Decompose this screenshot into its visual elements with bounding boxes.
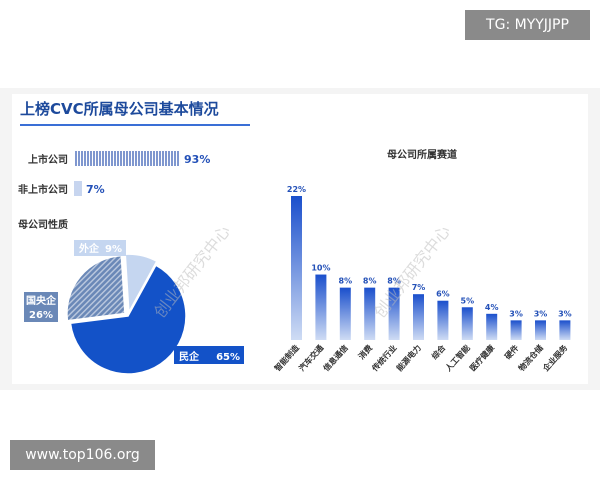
- column-value-label: 8%: [339, 277, 353, 286]
- column-category-label: 智能制造: [272, 343, 301, 373]
- pie-slice-value: 9%: [105, 244, 122, 255]
- column-bar: [291, 196, 302, 340]
- pie-slice-value: 65%: [216, 352, 240, 363]
- column-value-label: 5%: [461, 296, 475, 305]
- bar: [74, 181, 82, 196]
- column-bar: [535, 320, 546, 340]
- pie-title: 母公司性质: [18, 218, 68, 231]
- column-bar: [486, 313, 498, 340]
- column-category-label: 医疗健康: [467, 342, 497, 373]
- chart-panel: 上榜CVC所属母公司基本情况 上市公司 93% 非上市公司 7% 母公司性质民企 65%…: [0, 88, 600, 390]
- column-category-label: 综合: [429, 342, 448, 361]
- column-category-label: 物流仓储: [516, 343, 545, 373]
- watermark-tag: TG: MYYJJPP: [465, 10, 590, 40]
- column-value-label: 22%: [287, 185, 306, 194]
- column-value-label: 10%: [311, 264, 330, 273]
- pie-label-box: [174, 346, 244, 364]
- column-value-label: 3%: [534, 309, 548, 318]
- column-category-label: 信息通信: [321, 343, 350, 373]
- column-value-label: 3%: [558, 309, 572, 318]
- column-chart-title: 母公司所属赛道: [387, 148, 457, 161]
- pie-slice-value: 26%: [29, 310, 53, 321]
- bar-value-label: 7%: [86, 183, 105, 196]
- listed-status-bar-chart: 上市公司 93% 非上市公司 7%: [18, 151, 210, 196]
- column-bar: [510, 320, 522, 340]
- bar-category-label: 非上市公司: [18, 183, 68, 196]
- pie-slice-label: 外企: [78, 242, 100, 255]
- column-value-label: 7%: [412, 283, 426, 292]
- pie-slice: [66, 254, 126, 322]
- column-bar: [559, 320, 571, 340]
- column-bar: [413, 294, 424, 340]
- column-bar: [437, 300, 449, 340]
- column-value-label: 8%: [387, 277, 401, 286]
- pie-label-box: [24, 292, 58, 322]
- column-bar: [315, 274, 327, 340]
- column-bar: [339, 287, 351, 340]
- bar: [74, 151, 181, 166]
- column-bar: [388, 287, 400, 340]
- pie-label-box: [74, 240, 126, 256]
- pie-slice-label: 国央企: [26, 294, 57, 307]
- bar-value-label: 93%: [184, 153, 210, 166]
- column-category-label: 人工智能: [443, 343, 472, 373]
- column-category-label: 能源电力: [394, 343, 423, 373]
- column-category-label: 硬件: [502, 343, 520, 362]
- title-underline: [20, 124, 250, 126]
- chart-card: 上榜CVC所属母公司基本情况 上市公司 93% 非上市公司 7% 母公司性质民企 65%…: [12, 94, 588, 384]
- bar-category-label: 上市公司: [28, 153, 68, 166]
- watermark-url: www.top106.org: [10, 440, 155, 470]
- column-category-label: 汽车交通: [297, 343, 326, 373]
- page-title: 上榜CVC所属母公司基本情况: [20, 100, 219, 118]
- pie-slice-label: 民企: [179, 350, 200, 363]
- pie-slice: [69, 264, 187, 375]
- column-bar: [461, 307, 473, 340]
- column-category-label: 企业服务: [540, 342, 570, 374]
- column-category-label: 传统行业: [369, 343, 399, 374]
- column-value-label: 3%: [509, 309, 523, 318]
- column-category-label: 消费: [356, 343, 374, 362]
- column-value-label: 4%: [485, 303, 499, 312]
- column-value-label: 8%: [363, 277, 377, 286]
- column-bar: [364, 287, 376, 340]
- column-value-label: 6%: [436, 290, 450, 299]
